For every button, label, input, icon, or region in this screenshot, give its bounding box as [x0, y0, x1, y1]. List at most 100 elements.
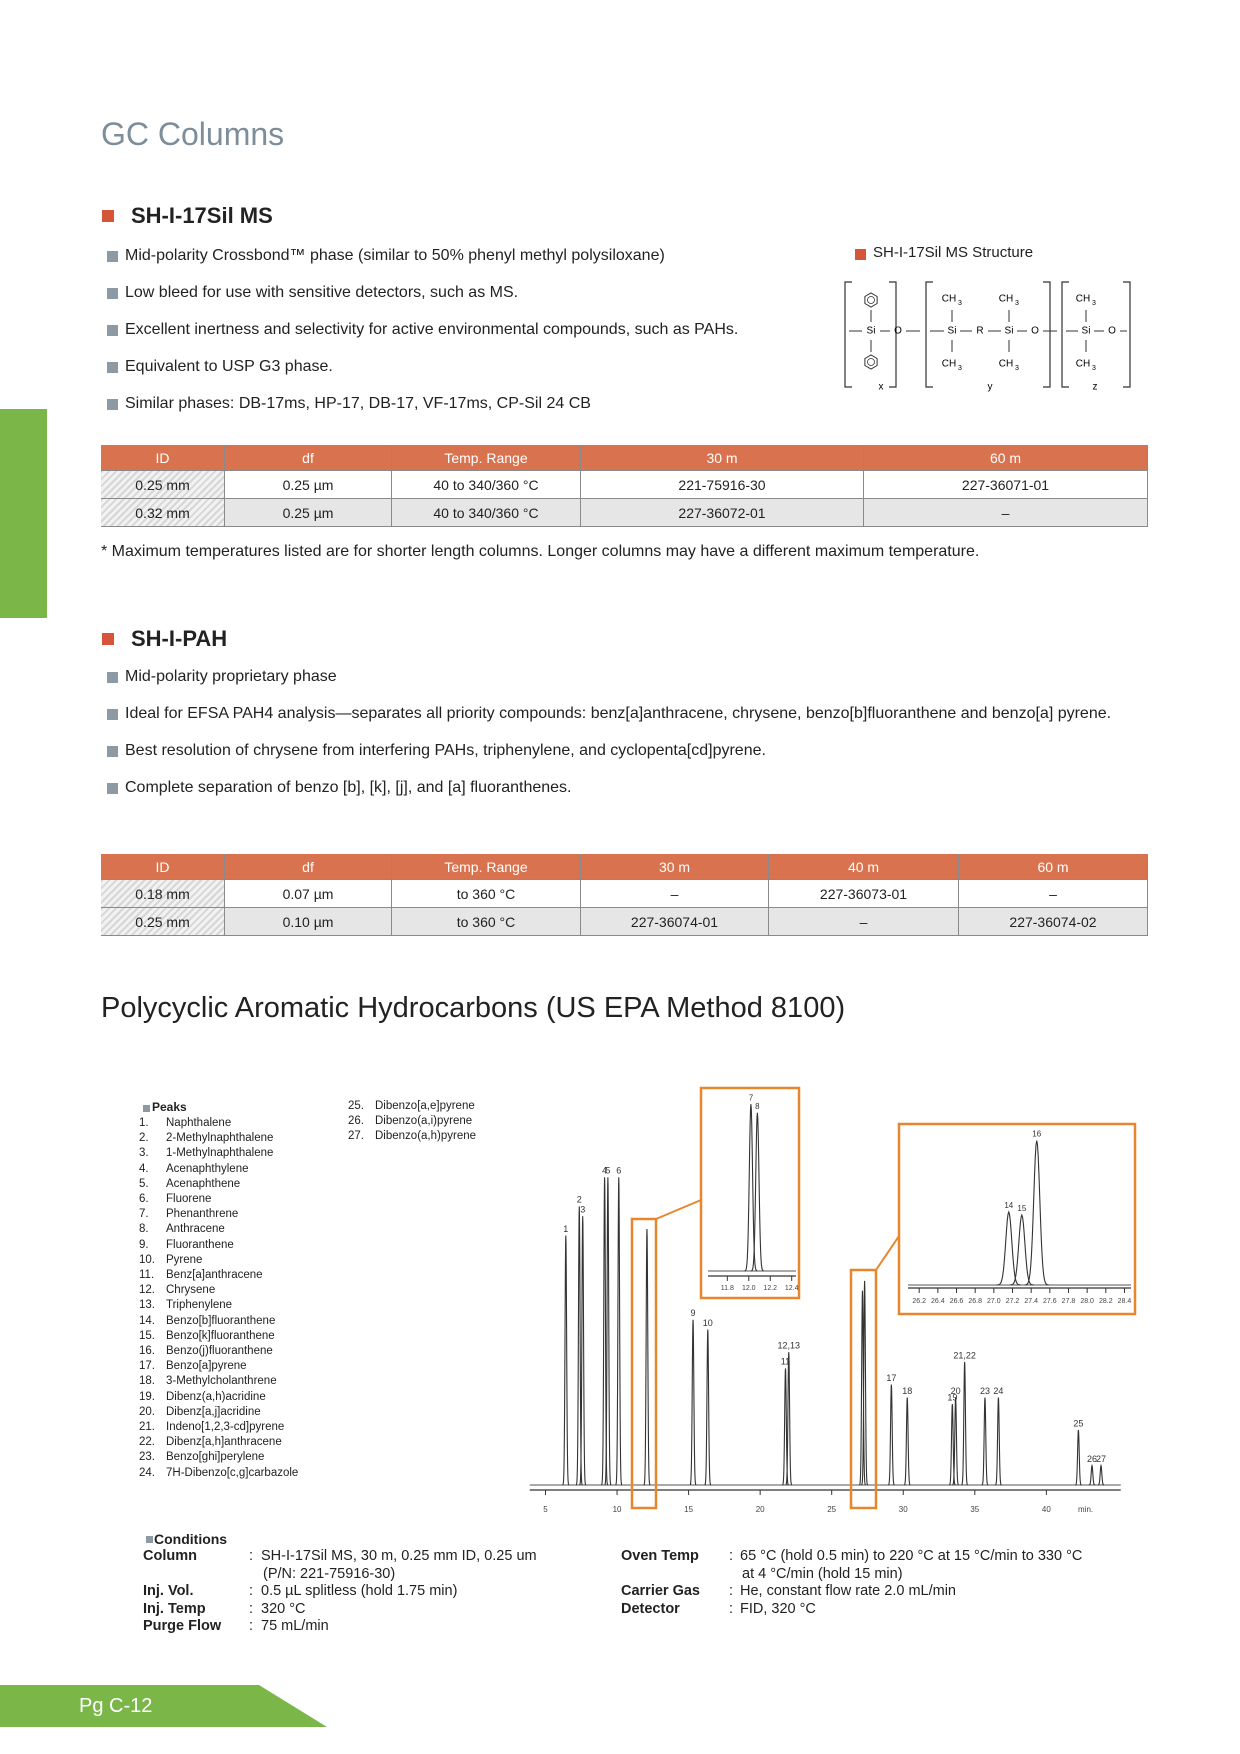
- table-header-cell: ID: [101, 445, 225, 471]
- bullet-text: Mid-polarity proprietary phase: [125, 668, 337, 685]
- methyl: CH: [942, 294, 956, 305]
- condition-label: Inj. Vol.: [143, 1583, 194, 1600]
- x-tick-label: 28.2: [1099, 1298, 1113, 1305]
- methyl: CH: [1076, 359, 1090, 370]
- peak-label: 17: [886, 1373, 896, 1383]
- x-tick-label: 12.0: [742, 1285, 756, 1292]
- bullet-square: [107, 325, 118, 336]
- x-tick-label: 10: [613, 1505, 622, 1514]
- bracket: [844, 281, 897, 388]
- x-tick-label: 40: [1042, 1505, 1051, 1514]
- bullet-text: Excellent inertness and selectivity for …: [125, 321, 739, 338]
- condition-label: Purge Flow: [143, 1618, 222, 1635]
- peak-label: 2: [577, 1195, 582, 1205]
- table-header-cell: 40 m: [769, 854, 959, 880]
- atom: R: [976, 326, 983, 337]
- peak: [981, 1397, 989, 1486]
- peak-number: 5.: [139, 1177, 149, 1190]
- peak: [1009, 1213, 1034, 1286]
- bullet-square: [102, 633, 114, 645]
- bullet-list: Mid-polarity proprietary phase Ideal for …: [107, 664, 1157, 812]
- x-tick-label: 27.6: [1043, 1298, 1057, 1305]
- table-cell: 40 to 340/360 °C: [392, 471, 581, 499]
- atom: O: [1108, 326, 1116, 337]
- phenyl-ring-inner: [867, 358, 875, 366]
- x-tick-label: 26.4: [931, 1298, 945, 1305]
- condition-label: Column: [143, 1548, 197, 1564]
- peak-name: Dibenz[a,j]acridine: [166, 1405, 261, 1418]
- peak: [579, 1216, 587, 1486]
- repeat-index: y: [988, 382, 993, 393]
- peak-name: Benzo[b]fluoranthene: [166, 1314, 276, 1327]
- atom: Si: [1005, 326, 1014, 337]
- peak: [575, 1206, 583, 1486]
- peak-name: Fluorene: [166, 1193, 212, 1205]
- peak-number: 13.: [139, 1299, 155, 1312]
- peak-number: 14.: [139, 1314, 155, 1327]
- x-tick-label: 30: [899, 1505, 908, 1514]
- peak-number: 20.: [139, 1405, 155, 1418]
- bullet-item: Equivalent to USP G3 phase.: [107, 354, 1157, 380]
- table-header-cell: 60 m: [864, 445, 1148, 471]
- peak-name: 3-Methylcholanthrene: [166, 1375, 277, 1388]
- peak-name: Phenanthrene: [166, 1208, 239, 1221]
- bullet-text: Low bleed for use with sensitive detecto…: [125, 284, 519, 301]
- peak-name: Dibenzo(a,h)pyrene: [375, 1130, 477, 1143]
- table-note: * Maximum temperatures listed are for sh…: [101, 543, 980, 560]
- page-number: Pg C-12: [79, 1695, 153, 1717]
- table-cell: 0.32 mm: [101, 499, 225, 527]
- atom: O: [1031, 326, 1039, 337]
- bullet-item: Excellent inertness and selectivity for …: [107, 317, 1157, 343]
- peak-number: 19.: [139, 1390, 155, 1403]
- peak-number: 8.: [139, 1223, 149, 1236]
- table: ID df Temp. Range 30 m 60 m 0.25 mm 0.25 µm 40 …: [101, 445, 1148, 527]
- bullet-item: Low bleed for use with sensitive detecto…: [107, 280, 1157, 306]
- condition-separator: :: [729, 1600, 734, 1617]
- bullet-square: [107, 746, 118, 757]
- table-cell: 227-36073-01: [769, 880, 959, 908]
- condition-label: Detector: [621, 1600, 680, 1617]
- bracket: [925, 281, 1051, 388]
- table-cell: –: [769, 908, 959, 936]
- bullet-item: Mid-polarity Crossbond™ phase (similar t…: [107, 243, 1157, 269]
- x-tick-label: 26.6: [950, 1298, 964, 1305]
- bullet-square: [146, 1535, 153, 1543]
- peak: [604, 1177, 612, 1486]
- peak-name: Benzo[k]fluoranthene: [166, 1329, 275, 1342]
- bullet-text: Best resolution of chrysene from interfe…: [125, 742, 766, 759]
- condition-label: Inj. Temp: [143, 1600, 206, 1617]
- methyl: CH: [999, 359, 1013, 370]
- bracket: [1061, 281, 1131, 388]
- bullet-list: Mid-polarity Crossbond™ phase (similar t…: [107, 243, 1157, 428]
- peak: [782, 1368, 789, 1486]
- peak-name: 7H-Dibenzo[c,g]carbazole: [166, 1466, 299, 1479]
- structure-title: SH-I-17Sil MS Structure: [873, 244, 1034, 261]
- peak-number: 7.: [139, 1208, 149, 1221]
- page-title: GC Columns: [101, 116, 285, 152]
- bullet-text: Equivalent to USP G3 phase.: [125, 358, 333, 375]
- x-tick-label: 15: [684, 1505, 693, 1514]
- phenyl-ring-inner: [867, 296, 875, 304]
- methyl-subscript: 3: [958, 300, 962, 307]
- peak: [961, 1361, 969, 1486]
- table-header-cell: Temp. Range: [392, 445, 581, 471]
- peak-name: Benz[a]anthracene: [166, 1269, 263, 1281]
- condition-label: Oven Temp: [621, 1548, 699, 1564]
- peak: [1075, 1429, 1082, 1486]
- footer-tab: [0, 1685, 327, 1727]
- peak: [949, 1403, 956, 1486]
- table-cell: 40 to 340/360 °C: [392, 499, 581, 527]
- peak: [601, 1177, 609, 1486]
- phenyl-ring: [864, 292, 878, 308]
- condition-value: at 4 °C/min (hold 15 min): [742, 1565, 903, 1582]
- peak-name: Dibenzo(a,i)pyrene: [375, 1115, 473, 1128]
- x-tick-label: 20: [756, 1505, 765, 1514]
- peak-name: Indeno[1,2,3-cd]pyrene: [166, 1421, 285, 1433]
- peak-name: Acenaphthylene: [166, 1162, 249, 1175]
- methyl-subscript: 3: [1015, 365, 1019, 372]
- peak: [861, 1280, 869, 1486]
- peak-number: 27.: [348, 1130, 364, 1143]
- peak-label: 20: [951, 1386, 961, 1396]
- peak-label: 24: [993, 1386, 1003, 1396]
- atom: Si: [948, 326, 957, 337]
